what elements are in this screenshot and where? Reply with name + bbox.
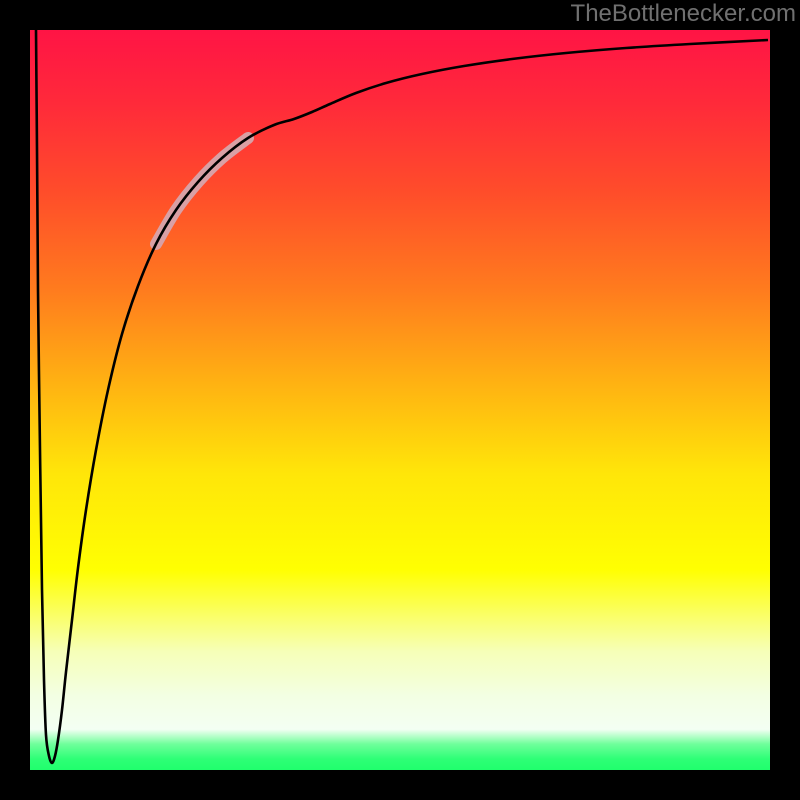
watermark-text: TheBottlenecker.com [571, 0, 796, 28]
plot-area [30, 30, 770, 770]
chart-wrap: TheBottlenecker.com [0, 0, 800, 800]
curve-main [36, 30, 768, 763]
curve-layer [30, 30, 770, 770]
curve-highlight [156, 138, 248, 244]
